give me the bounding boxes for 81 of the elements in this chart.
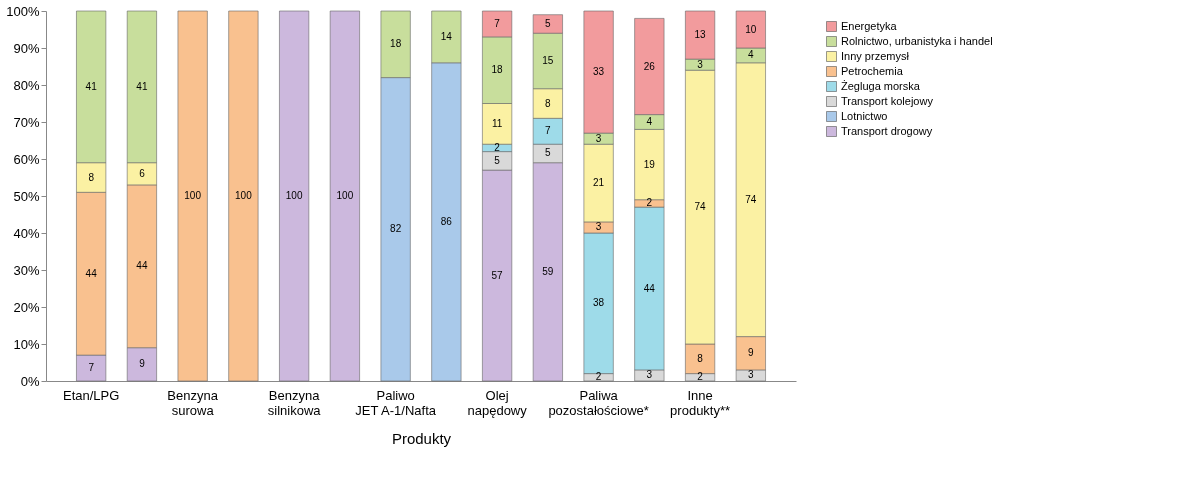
data-label: 4 (748, 49, 755, 61)
data-label: 74 (694, 201, 707, 213)
legend-label: Rolnictwo, urbanistyka i handel (841, 34, 993, 47)
x-tick-label: Benzyna silnikowa (267, 387, 322, 418)
legend-label: Lotnictwo (841, 109, 888, 122)
data-label: 13 (694, 29, 707, 41)
legend-label: Petrochemia (841, 64, 904, 77)
bar (177, 10, 208, 382)
data-label: 19 (643, 158, 656, 170)
data-label: 18 (390, 38, 402, 50)
data-label: 5 (494, 154, 501, 166)
legend-label: Inny przemysł (841, 49, 910, 62)
y-tick-label: 60% (13, 151, 40, 167)
data-label: 8 (88, 171, 95, 183)
y-tick-label: 10% (13, 336, 40, 352)
bar (279, 10, 310, 382)
data-label: 7 (545, 125, 552, 137)
y-tick-label: 90% (13, 40, 40, 56)
data-label: 11 (491, 117, 503, 129)
y-tick-label: 70% (13, 114, 40, 130)
data-label: 3 (646, 369, 653, 381)
data-label: 9 (748, 347, 755, 359)
data-label: 8 (545, 97, 552, 109)
data-label: 3 (595, 132, 602, 144)
data-label: 2 (646, 197, 653, 209)
legend-label: Energetyka (841, 19, 898, 32)
data-label: 100 (184, 190, 202, 201)
data-label: 4 (646, 116, 653, 127)
bar (329, 10, 360, 382)
data-label: 74 (745, 193, 757, 205)
bar (228, 10, 259, 382)
y-tick-label: 80% (13, 77, 40, 93)
legend-label: Transport drogowy (841, 124, 933, 137)
data-label: 3 (595, 221, 602, 233)
data-label: 26 (643, 60, 656, 72)
data-label: 10 (745, 23, 757, 35)
data-label: 2 (595, 371, 602, 383)
data-label: 5 (545, 147, 552, 159)
legend-label: Żegluga morska (841, 79, 921, 92)
y-tick-label: 40% (13, 225, 40, 241)
data-label: 41 (136, 80, 148, 92)
data-label: 14 (440, 30, 453, 42)
data-label: 57 (491, 269, 504, 281)
y-tick-label: 100% (6, 3, 40, 19)
data-label: 44 (85, 267, 98, 279)
data-label: 82 (390, 223, 402, 235)
data-label: 2 (697, 371, 704, 383)
data-label: 8 (697, 352, 704, 364)
data-label: 59 (542, 265, 554, 277)
x-axis-title: Produkty (391, 429, 452, 447)
data-label: 3 (697, 58, 704, 70)
data-label: 2 (494, 141, 501, 153)
data-label: 7 (494, 17, 501, 29)
x-tick-label: Paliwa pozostałościowe* (548, 387, 649, 418)
data-label: 5 (545, 17, 552, 29)
data-label: 6 (139, 167, 146, 179)
y-tick-label: 0% (20, 373, 40, 389)
data-label: 3 (748, 369, 755, 381)
data-label: 100 (336, 190, 354, 201)
data-label: 100 (285, 190, 303, 201)
data-label: 41 (85, 80, 98, 92)
data-label: 100 (235, 190, 253, 201)
legend-label: Transport kolejowy (841, 94, 934, 107)
data-label: 86 (440, 215, 453, 227)
data-label: 9 (139, 358, 146, 370)
y-tick-label: 20% (13, 299, 40, 315)
data-label: 38 (593, 297, 605, 309)
data-label: 44 (643, 282, 656, 294)
x-tick-label: Olej napędowy (467, 387, 528, 418)
x-tick-label: Paliwo JET A-1/Nafta (355, 387, 437, 418)
data-label: 7 (88, 362, 95, 374)
data-label: 44 (136, 260, 148, 272)
data-label: 33 (593, 66, 605, 78)
y-tick-label: 30% (13, 262, 40, 278)
x-tick-label: Inne produkty** (670, 387, 731, 418)
x-tick-label: Etan/LPG (62, 387, 120, 403)
data-label: 21 (593, 177, 605, 189)
y-tick-label: 50% (13, 188, 40, 204)
data-label: 15 (542, 54, 554, 66)
data-label: 18 (491, 64, 504, 76)
x-tick-label: Benzyna surowa (167, 387, 219, 418)
